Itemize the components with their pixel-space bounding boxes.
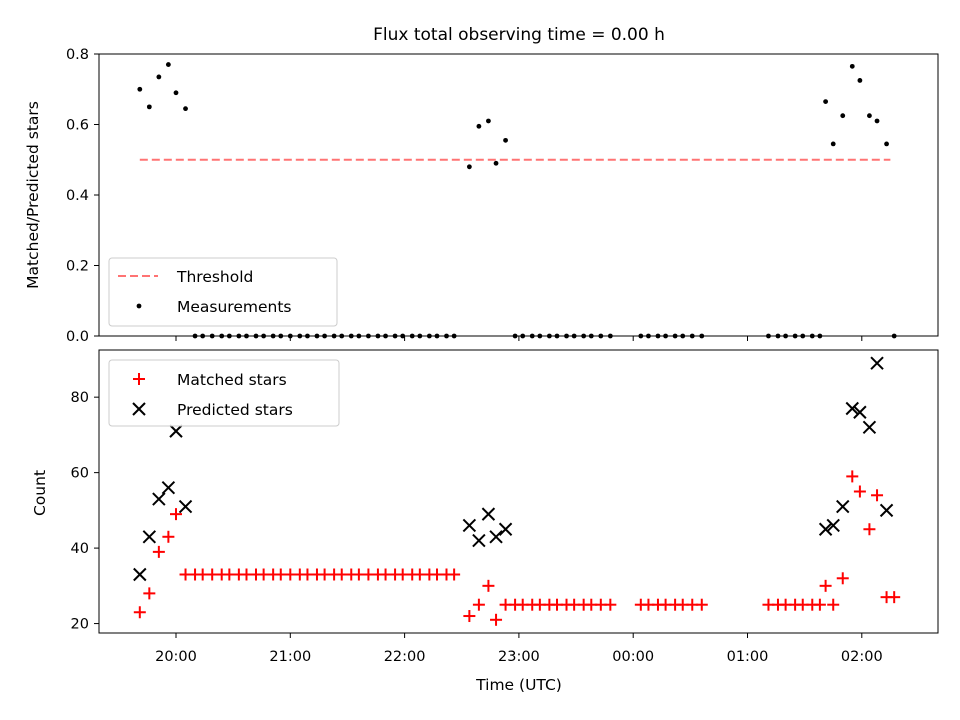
measurement-point — [146, 104, 152, 110]
measurement-point — [503, 137, 508, 143]
predicted-star-point — [472, 533, 486, 548]
matched-star-point — [827, 598, 840, 611]
x-tick-label: 22:00 — [384, 649, 426, 665]
x-tick-label: 00:00 — [612, 649, 654, 665]
predicted-stars-points — [133, 356, 894, 582]
matched-star-point — [472, 598, 485, 611]
matched-star-point — [448, 568, 461, 581]
matched-star-point — [170, 508, 182, 521]
measurement-point — [156, 74, 162, 80]
predicted-star-point — [845, 401, 859, 416]
predicted-star-point — [836, 499, 850, 514]
x-tick-label: 01:00 — [727, 649, 769, 665]
matched-star-point — [863, 523, 876, 536]
matched-star-point — [819, 579, 832, 592]
matched-star-point — [695, 598, 708, 611]
predicted-star-point — [462, 518, 477, 533]
predicted-star-point — [818, 522, 833, 536]
predicted-star-point — [178, 499, 193, 514]
matched-star-point — [463, 610, 476, 623]
predicted-star-point — [142, 530, 157, 544]
matched-star-point — [813, 598, 826, 611]
predicted-star-point — [862, 420, 877, 435]
top-y-tick-label: 0.0 — [66, 329, 89, 345]
top-legend: Threshold Measurements — [108, 257, 338, 327]
predicted-star-point — [169, 424, 183, 438]
measurement-point — [486, 118, 491, 124]
measurement-point — [849, 63, 855, 69]
measurement-point — [874, 118, 880, 124]
bottom-y-tick-label: 60 — [71, 466, 89, 482]
legend-matched-label: Matched stars — [177, 371, 287, 389]
x-tick-label: 23:00 — [498, 649, 540, 665]
measurement-point — [840, 113, 846, 119]
top-y-tick-label: 0.2 — [66, 259, 89, 275]
measurement-point — [493, 160, 499, 166]
legend-threshold-label: Threshold — [176, 268, 253, 286]
predicted-star-point — [152, 492, 166, 506]
top-panel: Flux total observing time = 0.00 h 0.00.… — [24, 25, 939, 345]
matched-star-point — [482, 579, 495, 592]
measurement-point — [183, 106, 188, 112]
top-y-tick-label: 0.8 — [66, 47, 89, 63]
x-axis-label: Time (UTC) — [475, 676, 562, 694]
predicted-star-point — [498, 522, 513, 536]
matched-star-point — [888, 591, 901, 604]
bottom-axes-frame — [98, 349, 939, 634]
matched-stars-points — [133, 470, 901, 626]
matched-star-point — [143, 587, 156, 600]
bottom-y-tick-label: 40 — [71, 541, 89, 557]
legend-measurements-swatch — [136, 303, 142, 309]
bottom-ticks: 20 40 60 80 20:00 21:00 22:00 23:00 00:00 01:00 02… — [71, 390, 883, 665]
measurement-point — [823, 99, 829, 104]
predicted-star-point — [489, 530, 503, 544]
legend-matched-swatch — [133, 373, 145, 385]
matched-star-point — [836, 572, 849, 585]
bottom-legend-box — [108, 359, 340, 427]
bottom-y-tick-label: 20 — [71, 617, 89, 633]
top-axes-frame — [98, 53, 939, 337]
bottom-y-axis-label: Count — [31, 470, 49, 516]
top-y-axis-label: Matched/Predicted stars — [24, 101, 42, 289]
x-tick-label: 20:00 — [155, 649, 197, 665]
matched-star-point — [152, 545, 165, 558]
matched-star-point — [162, 530, 175, 543]
predicted-star-point — [853, 405, 867, 419]
measurement-point — [857, 78, 863, 83]
bottom-legend: Matched stars Predicted stars — [108, 359, 340, 427]
x-tick-label: 02:00 — [841, 649, 883, 665]
bottom-panel: 20 40 60 80 20:00 21:00 22:00 23:00 00:00 01:00 02… — [31, 349, 939, 694]
chart-title: Flux total observing time = 0.00 h — [373, 25, 665, 45]
top-ticks: 0.0 0.2 0.4 0.6 0.8 — [66, 47, 863, 345]
matched-star-point — [133, 606, 146, 619]
predicted-star-point — [826, 518, 840, 533]
measurement-point — [173, 90, 179, 96]
legend-measurements-label: Measurements — [177, 298, 292, 316]
predicted-star-point — [870, 356, 884, 370]
matched-star-point — [871, 489, 884, 502]
predicted-star-point — [481, 507, 496, 521]
measurement-point — [884, 141, 889, 147]
bottom-y-tick-label: 80 — [71, 390, 89, 406]
top-legend-box — [108, 257, 338, 327]
measurement-point — [476, 123, 482, 129]
measurement-point — [830, 141, 836, 147]
top-y-tick-label: 0.4 — [66, 188, 89, 204]
matched-star-point — [853, 485, 866, 498]
measurement-point — [165, 62, 171, 67]
predicted-star-point — [879, 503, 894, 518]
matched-star-point — [604, 598, 617, 611]
measurement-point — [137, 86, 143, 92]
matched-star-point — [846, 470, 859, 483]
x-tick-label: 21:00 — [269, 649, 311, 665]
legend-predicted-label: Predicted stars — [177, 401, 293, 419]
measurement-point — [466, 164, 472, 170]
predicted-star-point — [161, 481, 176, 495]
predicted-star-point — [133, 567, 147, 582]
measurement-point — [867, 113, 872, 119]
top-y-tick-label: 0.6 — [66, 118, 89, 134]
matched-star-point — [490, 613, 503, 626]
legend-predicted-swatch — [132, 402, 146, 416]
